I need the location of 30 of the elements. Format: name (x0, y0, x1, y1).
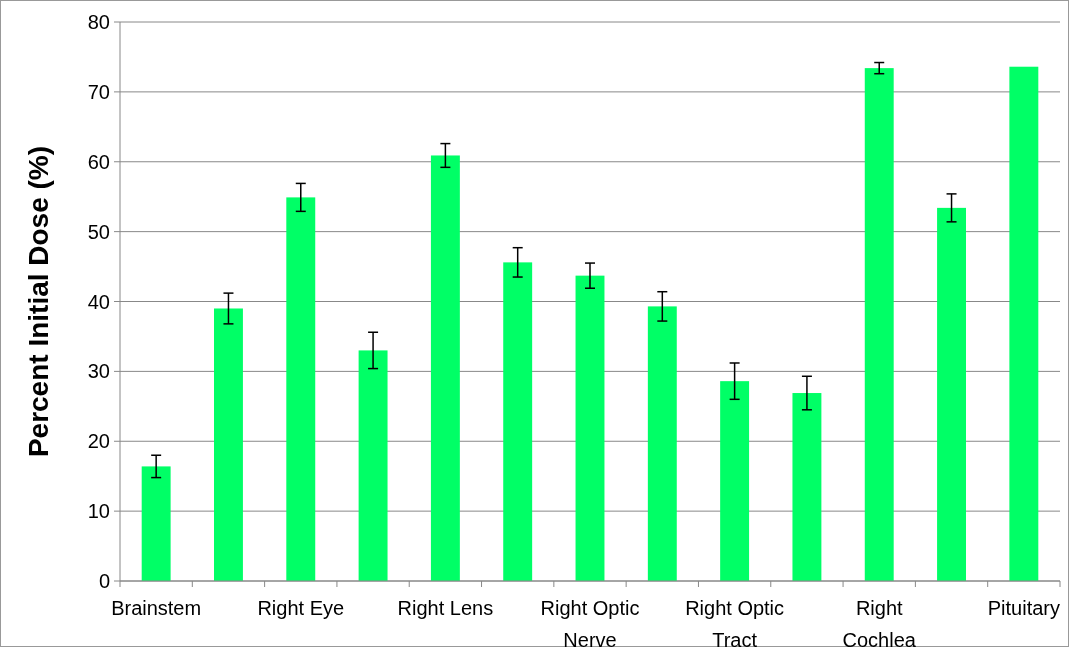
x-tick-label: Brainstem (111, 597, 202, 619)
x-tick-label: Right Optic Nerve (540, 597, 640, 651)
y-tick-label: 70 (87, 80, 110, 103)
bar (864, 68, 894, 581)
bar (720, 381, 750, 581)
bar (1009, 66, 1039, 581)
bar (937, 207, 966, 581)
bar (792, 393, 822, 581)
y-tick-label: 40 (87, 290, 110, 313)
y-tick-label: 60 (87, 150, 110, 173)
x-tick-label: Pituitary (987, 597, 1060, 619)
bar (430, 155, 460, 581)
bar (647, 306, 677, 581)
y-tick-label: 20 (87, 430, 110, 453)
x-tick-label: Right Eye (257, 597, 345, 619)
bar (286, 197, 316, 581)
y-tick-label: 10 (87, 500, 110, 523)
y-tick-label: 50 (87, 220, 110, 243)
x-tick-label: Right Lens (397, 597, 494, 619)
bar (503, 262, 533, 581)
bar (358, 350, 388, 581)
bar (575, 275, 605, 581)
bar (141, 466, 171, 581)
y-tick-label: 0 (98, 570, 110, 592)
y-axis-title: Percent Initial Dose (%) (23, 145, 54, 458)
bar (214, 308, 243, 581)
x-tick-label: Right Cochlea (842, 597, 917, 651)
y-tick-label: 30 (87, 360, 110, 383)
y-tick-label: 80 (87, 11, 110, 33)
x-tick-label: Right Optic Tract (685, 597, 785, 651)
